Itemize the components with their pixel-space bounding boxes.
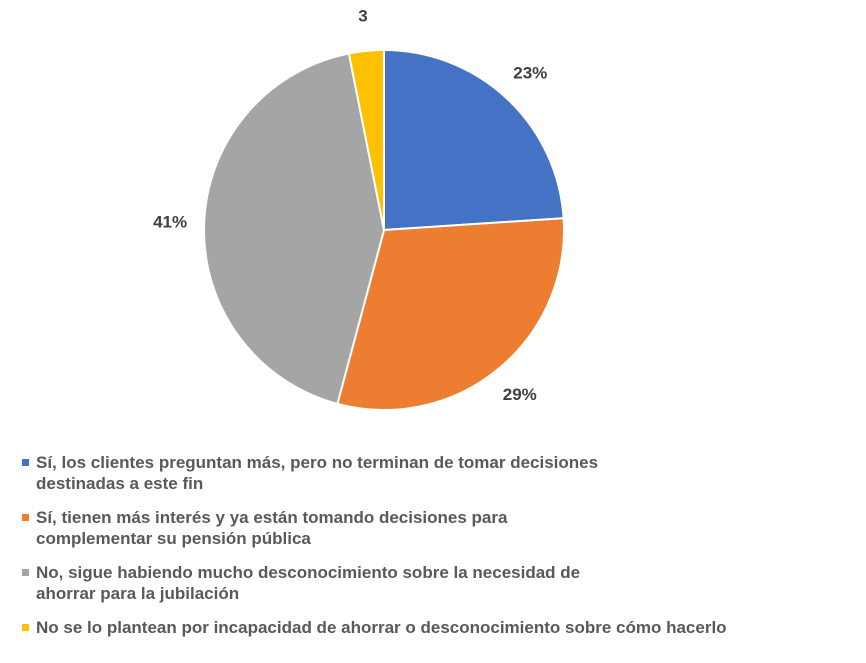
data-label: 3 bbox=[358, 7, 367, 26]
legend-swatch bbox=[22, 459, 29, 466]
legend-label: Sí, tienen más interés y ya están tomand… bbox=[36, 508, 508, 548]
legend-swatch bbox=[22, 624, 29, 631]
legend-swatch bbox=[22, 514, 29, 521]
legend-item: Sí, tienen más interés y ya están tomand… bbox=[22, 507, 622, 549]
legend: Sí, los clientes preguntan más, pero no … bbox=[22, 452, 727, 651]
data-label: 29% bbox=[503, 385, 537, 404]
pie-slice bbox=[203, 52, 386, 406]
legend-item: Sí, los clientes preguntan más, pero no … bbox=[22, 452, 622, 494]
legend-label: Sí, los clientes preguntan más, pero no … bbox=[36, 453, 599, 493]
pie-slice bbox=[336, 217, 565, 411]
data-label: 23% bbox=[513, 63, 547, 82]
legend-item: No se lo plantean por incapacidad de aho… bbox=[22, 617, 727, 638]
legend-label: No se lo plantean por incapacidad de aho… bbox=[36, 618, 727, 637]
pie-slice bbox=[383, 48, 565, 232]
legend-swatch bbox=[22, 569, 29, 576]
data-label: 41% bbox=[153, 212, 187, 231]
chart: 23% 29% 41% 3 bbox=[153, 7, 565, 411]
pie-slice bbox=[347, 48, 385, 231]
legend-label: No, sigue habiendo mucho desconocimiento… bbox=[36, 563, 581, 603]
legend-item: No, sigue habiendo mucho desconocimiento… bbox=[22, 562, 622, 604]
